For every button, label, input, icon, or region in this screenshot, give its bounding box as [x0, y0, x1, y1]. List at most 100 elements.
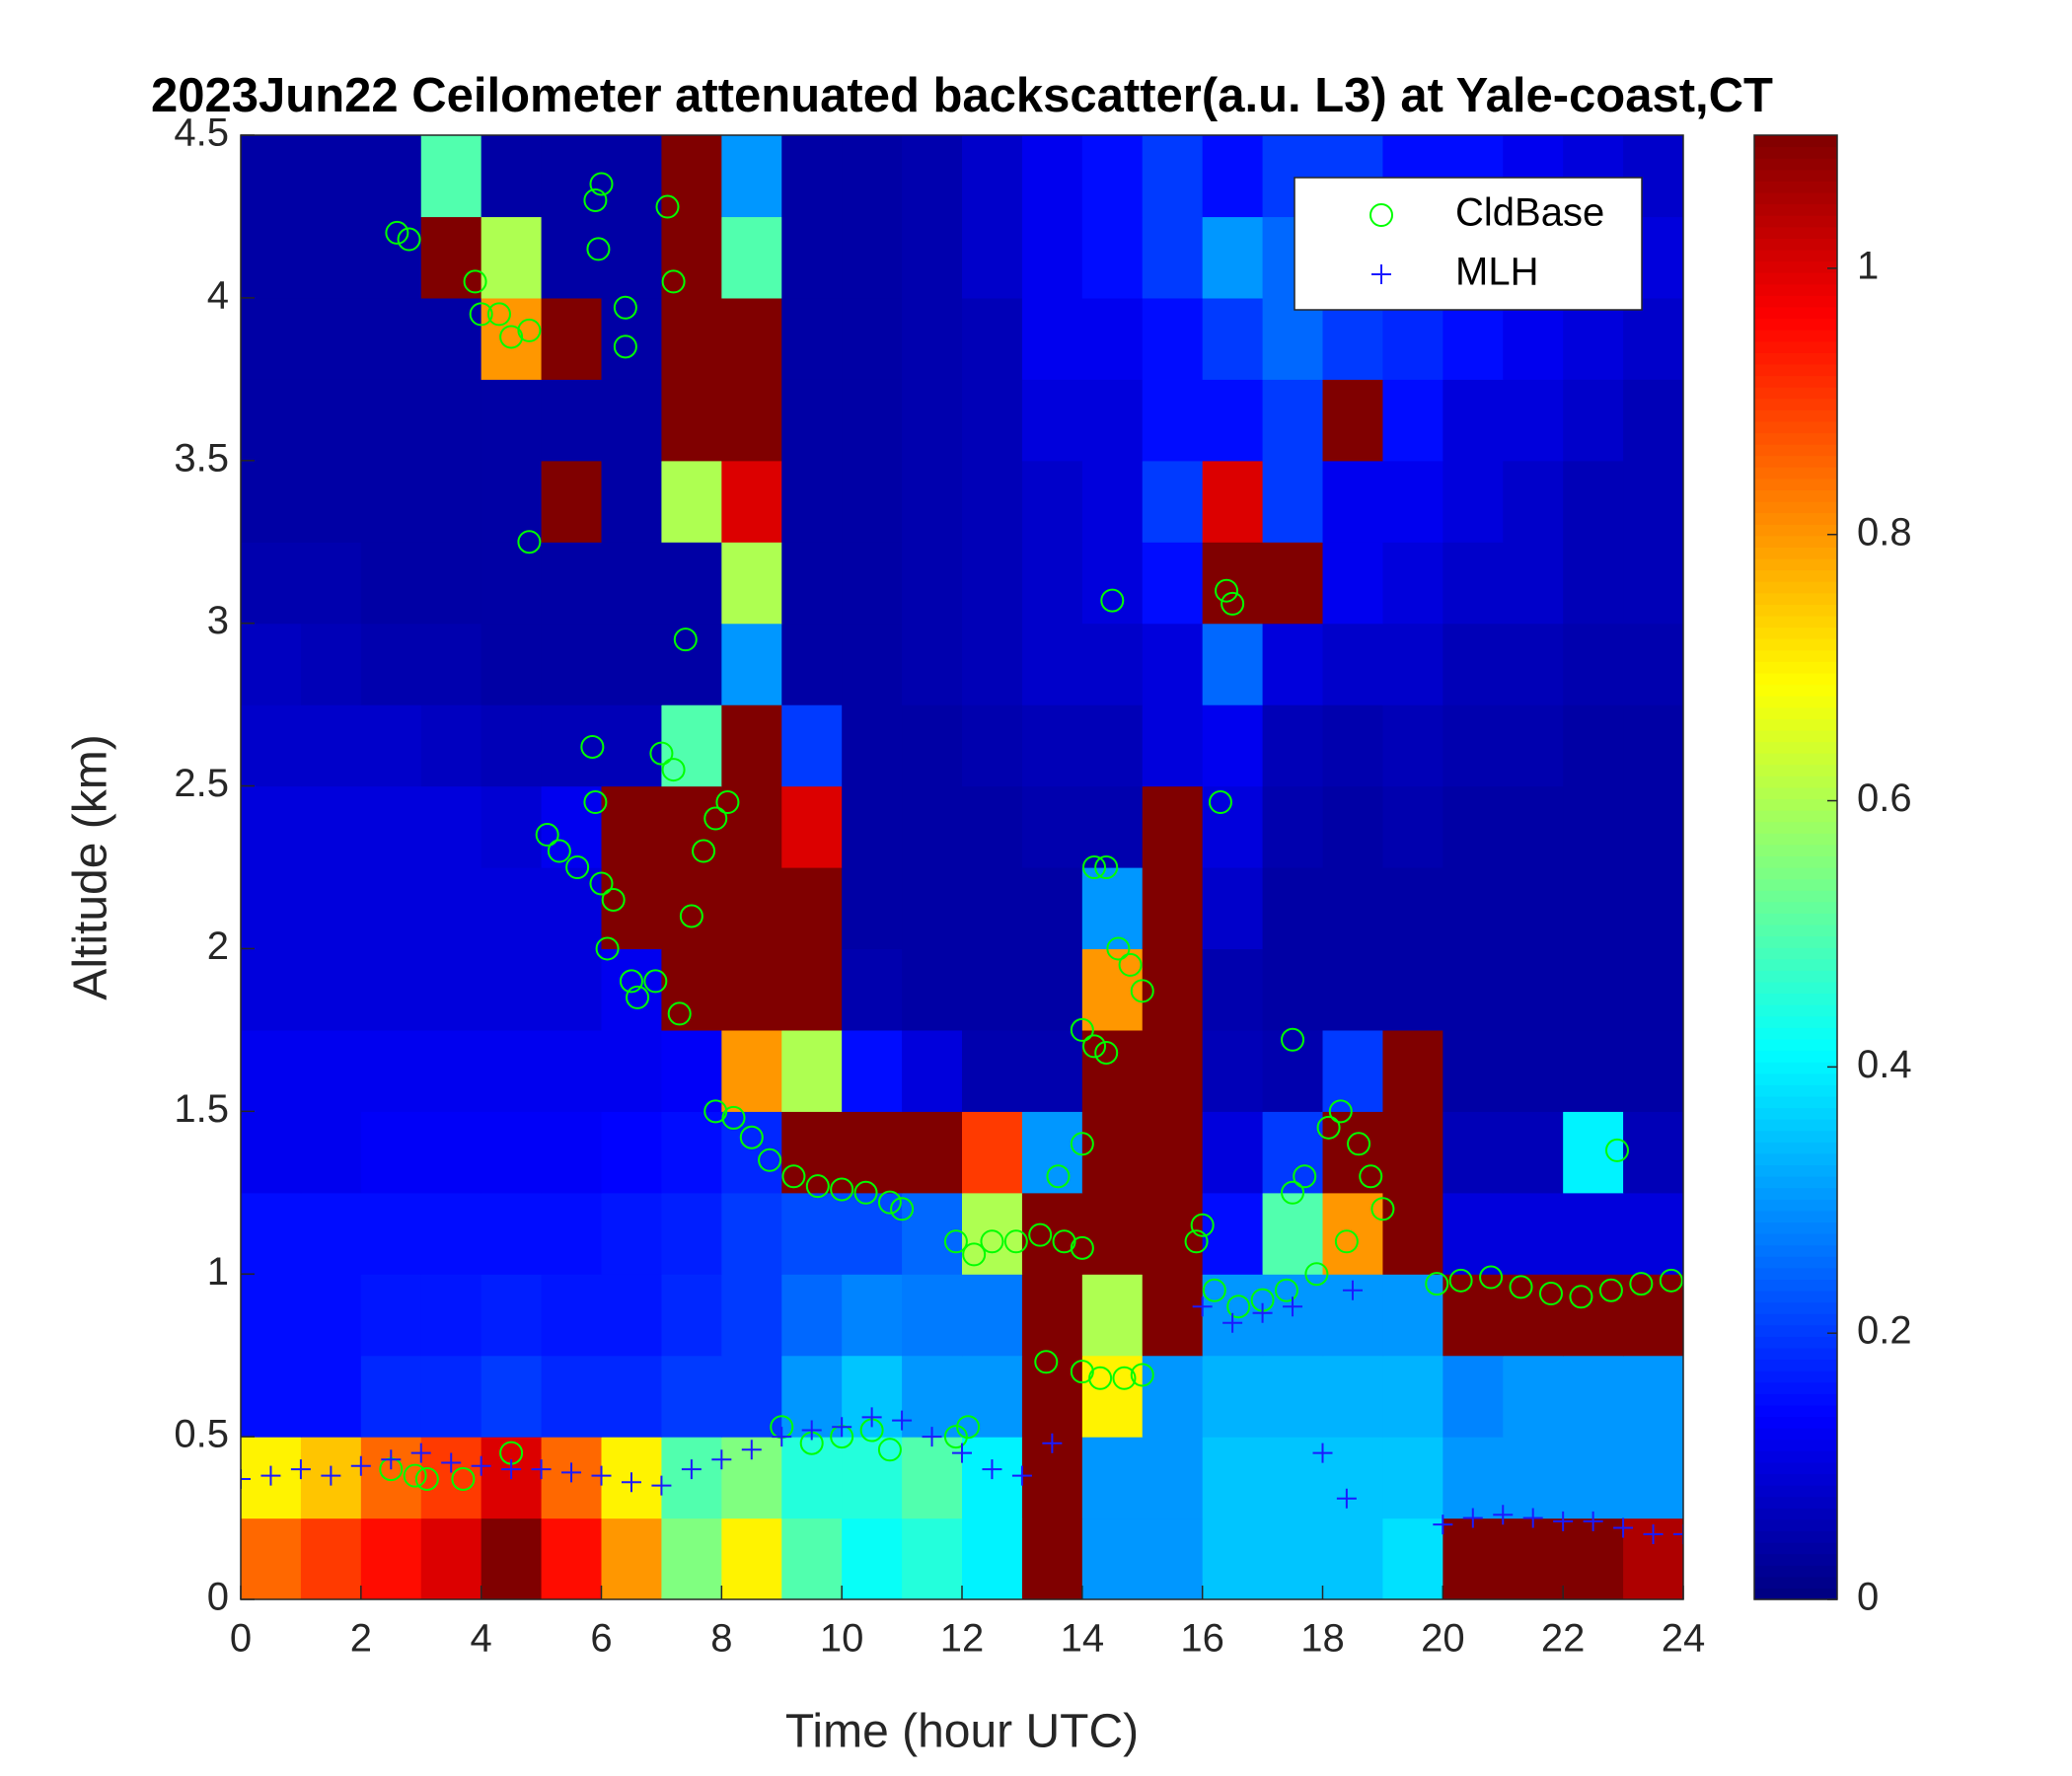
cloud-base-marker — [715, 790, 740, 815]
heat-cell — [1623, 379, 1683, 462]
colorbar-step — [1754, 1062, 1837, 1074]
cloud-base-marker — [877, 1438, 902, 1462]
cloud-base-marker — [679, 904, 703, 928]
heat-cell — [1623, 1274, 1683, 1357]
heat-cell — [1142, 1517, 1204, 1599]
cloud-base-marker — [397, 227, 421, 252]
colorbar-step — [1754, 1015, 1837, 1028]
legend-box — [1294, 177, 1643, 311]
heat-cell — [1262, 542, 1324, 625]
heat-cell — [1142, 216, 1204, 299]
x-axis-label: Time (hour UTC) — [785, 1706, 1139, 1758]
heat-cell — [1021, 1192, 1083, 1275]
heat-cell — [661, 135, 722, 218]
heat-cell — [962, 1517, 1023, 1599]
heat-cell — [360, 1111, 422, 1194]
colorbar-step — [1754, 867, 1837, 880]
colorbar-step — [1754, 890, 1837, 903]
heat-cell — [1322, 704, 1384, 787]
heat-cell — [1443, 1029, 1504, 1112]
mlh-marker — [1493, 1505, 1514, 1525]
colorbar-step — [1754, 1119, 1837, 1132]
heat-cell — [601, 1111, 663, 1194]
cloud-base-marker — [535, 823, 559, 848]
heat-cell — [1563, 623, 1624, 705]
mlh-marker — [531, 1459, 552, 1480]
heat-cell — [661, 785, 722, 868]
heat-cell — [300, 1192, 362, 1275]
heat-cell — [1503, 460, 1564, 543]
heat-cell — [902, 216, 963, 299]
cloud-base-marker — [1130, 979, 1154, 1003]
x-tick-label: 2 — [350, 1617, 372, 1661]
heat-cell — [661, 460, 722, 543]
heat-cell — [1563, 1437, 1624, 1519]
heat-cell — [1262, 1517, 1324, 1599]
mlh-marker — [591, 1465, 612, 1486]
heat-cell — [360, 135, 422, 218]
mlh-marker — [952, 1443, 972, 1463]
heat-cell — [781, 867, 843, 950]
colorbar-step — [1754, 1450, 1837, 1463]
cloud-base-marker — [980, 1229, 1004, 1254]
heat-cell — [842, 948, 903, 1031]
heat-cell — [1202, 297, 1264, 380]
colorbar-step — [1754, 1073, 1837, 1085]
cloud-base-marker — [853, 1180, 878, 1205]
heat-cell — [1021, 216, 1083, 299]
heat-cell — [241, 460, 302, 543]
heat-cell — [1322, 460, 1384, 543]
heat-cell — [1322, 1517, 1384, 1599]
heat-cell — [721, 948, 782, 1031]
heat-cell — [902, 542, 963, 625]
colorbar-frame — [1753, 134, 1838, 1600]
heat-cell — [781, 1111, 843, 1194]
cloud-base-marker — [943, 1229, 968, 1254]
heat-cell — [1021, 135, 1083, 218]
heat-cell — [842, 867, 903, 950]
y-tick-label: 4 — [207, 273, 229, 317]
heat-cell — [842, 379, 903, 462]
heat-cell — [781, 1274, 843, 1357]
cloud-base-marker — [547, 839, 571, 863]
cloud-base-marker — [1100, 588, 1125, 613]
heat-cell — [902, 135, 963, 218]
heat-cell — [1322, 1355, 1384, 1438]
colorbar-step — [1754, 1576, 1837, 1590]
mlh-marker — [681, 1459, 702, 1480]
heat-cell — [661, 1355, 722, 1438]
heat-cell — [1623, 867, 1683, 950]
heat-cell — [1202, 1517, 1264, 1599]
heat-cell — [1503, 1192, 1564, 1275]
colorbar-step — [1754, 501, 1837, 514]
heat-cell — [1081, 785, 1144, 868]
heat-cell — [721, 1192, 782, 1275]
colorbar-step — [1754, 935, 1837, 948]
heat-cell — [1081, 1274, 1144, 1357]
heat-cell — [1142, 785, 1204, 868]
colorbar-step — [1754, 638, 1837, 651]
heat-cell — [360, 623, 422, 705]
heat-cell — [1262, 1029, 1324, 1112]
colorbar-step — [1754, 512, 1837, 525]
heat-cell — [1081, 379, 1144, 462]
heat-cell — [962, 704, 1023, 787]
heat-cell — [1202, 948, 1264, 1031]
mlh-marker — [1312, 1443, 1333, 1463]
x-tick-label: 18 — [1300, 1617, 1345, 1661]
colorbar-tick-label: 0.2 — [1857, 1309, 1912, 1353]
colorbar-step — [1754, 1279, 1837, 1292]
heat-cell — [1623, 1355, 1683, 1438]
cloud-base-marker — [758, 1147, 782, 1172]
heat-cell — [601, 460, 663, 543]
heat-cell — [1443, 785, 1504, 868]
heat-cell — [1503, 867, 1564, 950]
colorbar-step — [1754, 181, 1837, 193]
heat-cell — [481, 1192, 543, 1275]
x-tick-label: 6 — [590, 1617, 612, 1661]
colorbar-step — [1754, 993, 1837, 1005]
heat-cell — [481, 867, 543, 950]
heat-cell — [1021, 948, 1083, 1031]
heat-cell — [1021, 460, 1083, 543]
heat-cell — [1322, 1029, 1384, 1112]
